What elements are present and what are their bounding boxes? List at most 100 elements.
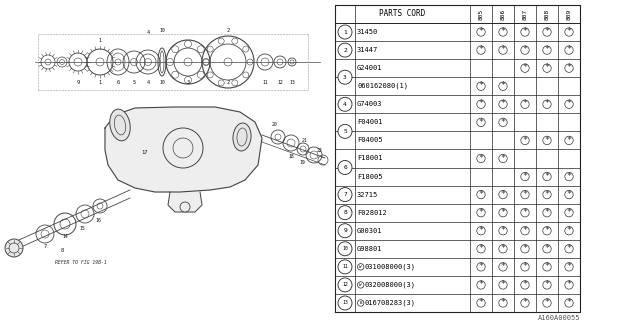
Circle shape	[499, 28, 507, 36]
Circle shape	[564, 46, 573, 54]
Circle shape	[499, 118, 507, 126]
Text: *: *	[522, 244, 527, 253]
Circle shape	[564, 28, 573, 36]
Circle shape	[521, 172, 529, 181]
Text: *: *	[545, 244, 550, 253]
Text: 7: 7	[44, 244, 47, 249]
Text: 1: 1	[343, 29, 347, 35]
Circle shape	[521, 64, 529, 72]
Circle shape	[521, 281, 529, 289]
Text: *: *	[566, 27, 572, 36]
Circle shape	[543, 299, 551, 307]
Circle shape	[543, 100, 551, 108]
Circle shape	[477, 46, 485, 54]
Circle shape	[521, 190, 529, 199]
Text: *: *	[566, 190, 572, 199]
Text: G74003: G74003	[357, 101, 383, 107]
Text: 32715: 32715	[357, 192, 378, 197]
Text: 6: 6	[343, 165, 347, 170]
Text: *: *	[500, 208, 506, 217]
Circle shape	[499, 208, 507, 217]
Text: *: *	[479, 45, 483, 54]
Circle shape	[477, 28, 485, 36]
Text: 4: 4	[343, 102, 347, 107]
Text: 9: 9	[343, 228, 347, 233]
Text: *: *	[479, 100, 483, 108]
Text: 9: 9	[76, 79, 79, 84]
Text: 22: 22	[317, 148, 323, 153]
Circle shape	[543, 281, 551, 289]
Text: 031008000(3): 031008000(3)	[365, 264, 416, 270]
Circle shape	[499, 263, 507, 271]
Circle shape	[338, 242, 352, 256]
Polygon shape	[168, 192, 202, 212]
Circle shape	[477, 244, 485, 253]
Circle shape	[499, 299, 507, 307]
Text: *: *	[545, 136, 550, 145]
Text: *: *	[522, 45, 527, 54]
Text: *: *	[545, 208, 550, 217]
Circle shape	[521, 263, 529, 271]
Circle shape	[543, 136, 551, 145]
Text: *: *	[566, 136, 572, 145]
Text: *: *	[545, 45, 550, 54]
Circle shape	[477, 281, 485, 289]
Circle shape	[543, 46, 551, 54]
Text: *: *	[479, 208, 483, 217]
Circle shape	[564, 227, 573, 235]
Text: 1: 1	[99, 79, 102, 84]
Text: *: *	[545, 100, 550, 108]
Text: *: *	[545, 262, 550, 271]
Circle shape	[543, 227, 551, 235]
Circle shape	[338, 278, 352, 292]
Text: *: *	[545, 27, 550, 36]
Circle shape	[521, 100, 529, 108]
Text: 805: 805	[479, 8, 483, 20]
Text: 20: 20	[272, 122, 278, 126]
Circle shape	[338, 296, 352, 310]
Text: 11: 11	[342, 264, 348, 269]
Text: *: *	[500, 280, 506, 289]
Text: *: *	[545, 63, 550, 72]
Text: *: *	[522, 136, 527, 145]
Circle shape	[338, 43, 352, 57]
Text: *: *	[500, 262, 506, 271]
Text: *: *	[522, 262, 527, 271]
Text: 807: 807	[522, 8, 527, 20]
Text: REFER TO FIG 19B-1: REFER TO FIG 19B-1	[55, 260, 107, 265]
Text: *: *	[479, 298, 483, 307]
Circle shape	[564, 64, 573, 72]
Text: W: W	[360, 283, 362, 287]
Text: *: *	[545, 298, 550, 307]
Text: F18001: F18001	[357, 156, 383, 162]
Text: F04001: F04001	[357, 119, 383, 125]
Text: *: *	[545, 280, 550, 289]
Text: 13: 13	[289, 79, 295, 84]
Circle shape	[543, 172, 551, 181]
Text: *: *	[500, 226, 506, 235]
Circle shape	[358, 282, 364, 288]
Text: *: *	[479, 117, 483, 126]
Text: 14: 14	[62, 235, 68, 239]
Text: 5: 5	[132, 79, 136, 84]
Text: *: *	[479, 81, 483, 91]
Text: *: *	[545, 190, 550, 199]
Text: *: *	[479, 226, 483, 235]
Circle shape	[338, 224, 352, 238]
Circle shape	[499, 244, 507, 253]
Polygon shape	[105, 107, 262, 192]
Text: 6: 6	[116, 79, 120, 84]
Ellipse shape	[110, 109, 130, 141]
Text: *: *	[522, 298, 527, 307]
Text: W: W	[360, 265, 362, 269]
Text: 5: 5	[343, 129, 347, 134]
Circle shape	[521, 136, 529, 145]
Text: 12: 12	[277, 79, 283, 84]
Text: 18: 18	[288, 155, 294, 159]
Circle shape	[564, 263, 573, 271]
Text: 16: 16	[95, 218, 101, 222]
Text: 10: 10	[159, 28, 165, 33]
Text: 3: 3	[343, 75, 347, 80]
Text: *: *	[566, 172, 572, 181]
Circle shape	[564, 136, 573, 145]
